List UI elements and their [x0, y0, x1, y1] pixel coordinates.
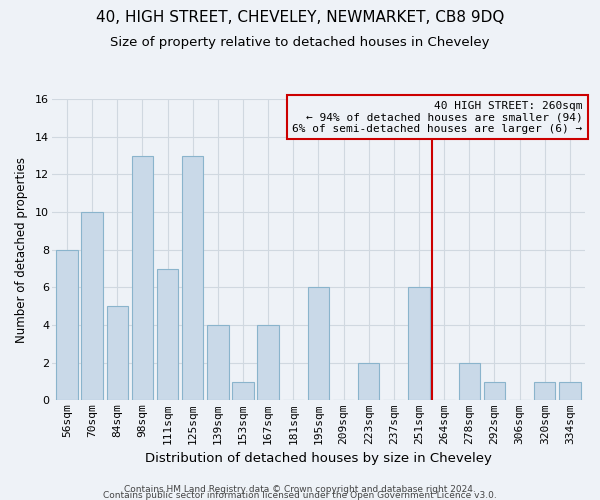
Text: 40, HIGH STREET, CHEVELEY, NEWMARKET, CB8 9DQ: 40, HIGH STREET, CHEVELEY, NEWMARKET, CB…	[96, 10, 504, 25]
Y-axis label: Number of detached properties: Number of detached properties	[15, 156, 28, 342]
Bar	[484, 382, 505, 400]
Bar	[257, 325, 279, 400]
Bar	[534, 382, 556, 400]
Text: Contains HM Land Registry data © Crown copyright and database right 2024.: Contains HM Land Registry data © Crown c…	[124, 484, 476, 494]
Bar	[409, 288, 430, 401]
Bar	[458, 362, 480, 401]
Text: Contains public sector information licensed under the Open Government Licence v3: Contains public sector information licen…	[103, 492, 497, 500]
X-axis label: Distribution of detached houses by size in Cheveley: Distribution of detached houses by size …	[145, 452, 492, 465]
Bar	[157, 268, 178, 400]
Bar	[131, 156, 153, 400]
Text: 40 HIGH STREET: 260sqm
← 94% of detached houses are smaller (94)
6% of semi-deta: 40 HIGH STREET: 260sqm ← 94% of detached…	[292, 100, 583, 134]
Bar	[56, 250, 77, 400]
Bar	[559, 382, 581, 400]
Bar	[207, 325, 229, 400]
Bar	[308, 288, 329, 401]
Bar	[182, 156, 203, 400]
Bar	[82, 212, 103, 400]
Bar	[232, 382, 254, 400]
Bar	[107, 306, 128, 400]
Bar	[358, 362, 379, 401]
Text: Size of property relative to detached houses in Cheveley: Size of property relative to detached ho…	[110, 36, 490, 49]
